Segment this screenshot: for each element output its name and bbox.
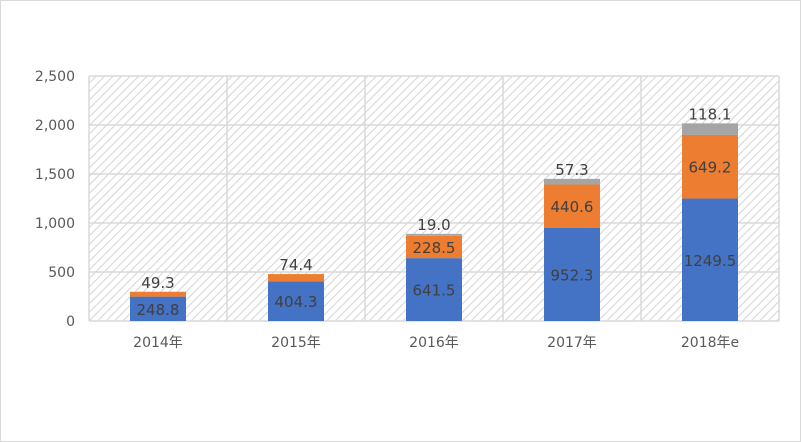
y-tick-label: 1,000 bbox=[35, 216, 75, 232]
data-label: 118.1 bbox=[689, 105, 732, 123]
bar-segment-series-3 bbox=[406, 233, 462, 236]
bar-segment-series-2 bbox=[406, 235, 462, 259]
bar-segment-series-2 bbox=[544, 184, 600, 228]
x-tick-label: 2018年e bbox=[681, 335, 739, 351]
data-label: 1249.5 bbox=[684, 252, 737, 270]
data-label: 248.8 bbox=[137, 301, 180, 319]
data-label: 952.3 bbox=[551, 266, 594, 284]
data-label: 57.3 bbox=[555, 161, 588, 179]
y-tick-label: 500 bbox=[48, 265, 75, 281]
data-label: 74.4 bbox=[279, 256, 312, 274]
y-tick-label: 2,500 bbox=[35, 69, 75, 85]
bar-segment-series-1 bbox=[268, 281, 324, 321]
data-label: 649.2 bbox=[689, 159, 732, 177]
y-tick-label: 1,500 bbox=[35, 167, 75, 183]
bar-segment-series-1 bbox=[130, 296, 186, 321]
data-label: 49.3 bbox=[141, 274, 174, 292]
data-label: 641.5 bbox=[413, 282, 456, 300]
x-tick-label: 2017年 bbox=[547, 335, 597, 351]
bar-segment-series-2 bbox=[268, 274, 324, 282]
bar-segment-series-1 bbox=[406, 258, 462, 321]
bar-segment-series-2 bbox=[682, 134, 738, 199]
x-tick-label: 2015年 bbox=[271, 335, 321, 351]
data-label: 404.3 bbox=[275, 293, 318, 311]
bar-segment-series-3 bbox=[682, 123, 738, 135]
bar-segment-series-3 bbox=[544, 178, 600, 185]
bar-segment-series-2 bbox=[130, 291, 186, 297]
bar-segment-series-1 bbox=[544, 227, 600, 321]
y-tick-label: 0 bbox=[66, 314, 75, 330]
data-label: 440.6 bbox=[551, 198, 594, 216]
y-tick-label: 2,000 bbox=[35, 118, 75, 134]
data-label: 19.0 bbox=[417, 216, 450, 234]
data-label: 228.5 bbox=[413, 239, 456, 257]
bar-segment-series-1 bbox=[682, 198, 738, 321]
x-tick-label: 2016年 bbox=[409, 335, 459, 351]
x-tick-label: 2014年 bbox=[133, 335, 183, 351]
